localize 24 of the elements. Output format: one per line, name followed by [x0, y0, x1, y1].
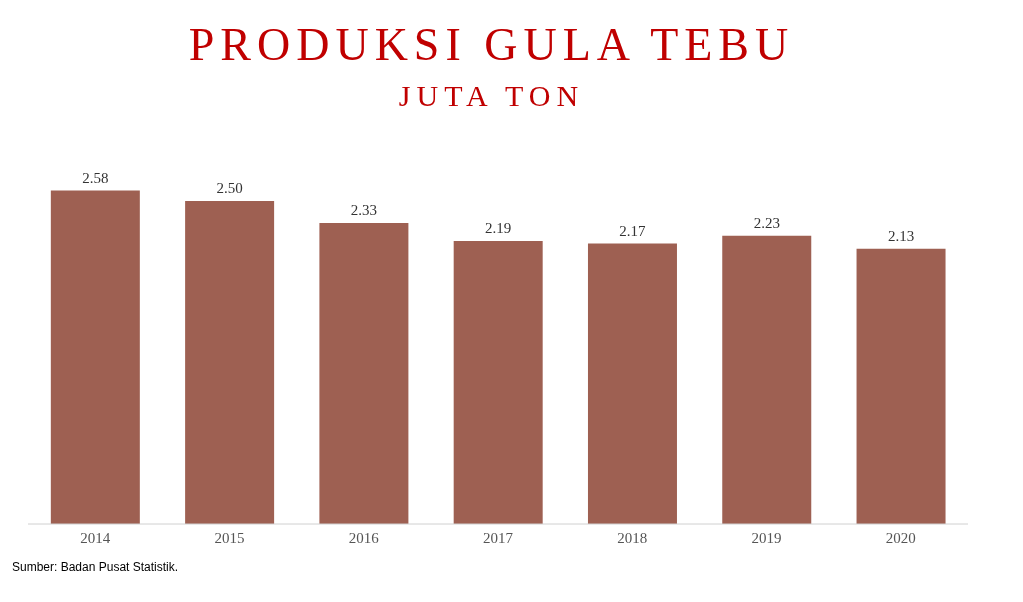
x-tick-label: 2016 — [348, 529, 380, 546]
data-label: 2.50 — [216, 179, 243, 196]
bar — [856, 248, 946, 524]
x-tick-label: 2014 — [80, 529, 111, 546]
data-label: 2.17 — [619, 222, 647, 239]
bar — [722, 235, 812, 524]
data-label: 2.13 — [887, 227, 915, 244]
chart-title: PRODUKSI GULA TEBU — [187, 18, 796, 72]
x-tick-label: 2019 — [751, 529, 782, 546]
x-tick-label: 2017 — [483, 529, 514, 546]
data-label: 2.23 — [753, 214, 780, 231]
bar — [453, 240, 543, 524]
bar — [319, 222, 409, 524]
x-tick-label: 2015 — [214, 529, 245, 546]
data-label: 2.33 — [350, 201, 378, 218]
bar — [587, 243, 677, 524]
bar — [50, 190, 140, 524]
x-tick-label: 2018 — [617, 529, 648, 546]
text: Sumber: Badan Pusat Statistik. — [12, 560, 180, 574]
x-tick-label: 2020 — [885, 529, 916, 546]
data-label: 2.19 — [485, 219, 512, 236]
bar — [185, 200, 275, 524]
chart-subtitle: JUTA TON — [397, 78, 586, 114]
data-label: 2.58 — [82, 169, 109, 186]
